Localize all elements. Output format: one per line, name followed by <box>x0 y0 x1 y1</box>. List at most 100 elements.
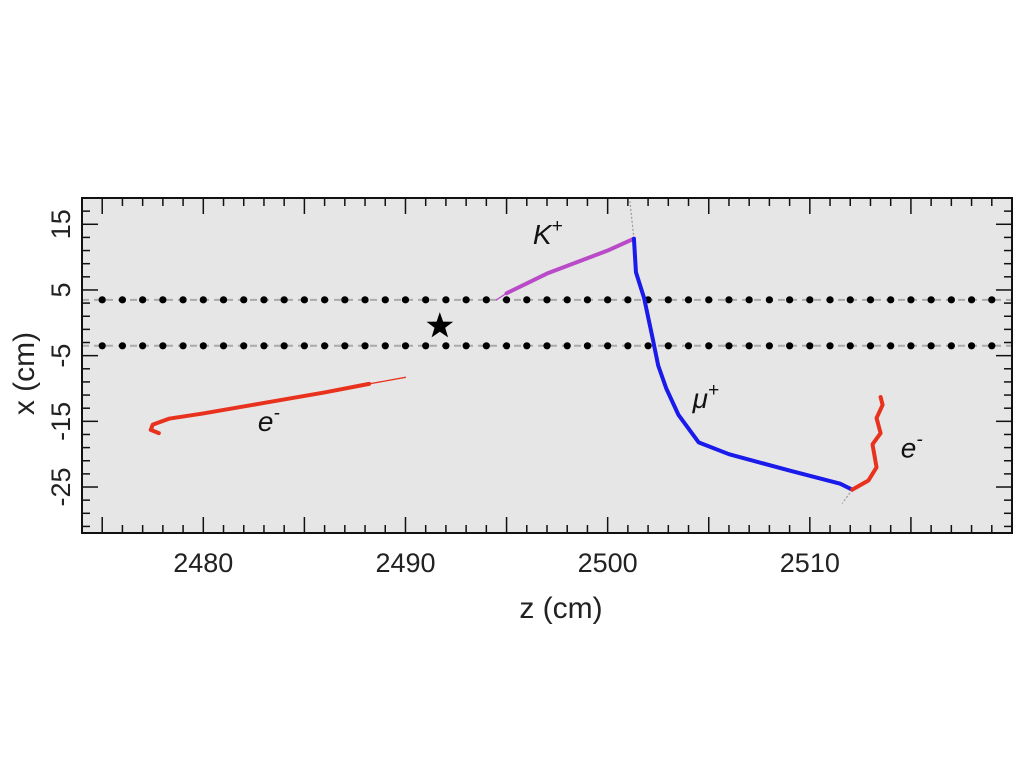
y-tick-label: -25 <box>46 468 76 507</box>
wire-dot <box>341 342 349 350</box>
wire-dot <box>240 296 248 304</box>
wire-dot <box>927 342 935 350</box>
star-icon <box>426 312 454 338</box>
wire-dot <box>846 342 854 350</box>
track-e- <box>850 395 885 492</box>
wire-dot <box>98 342 106 350</box>
wire-dot <box>846 296 854 304</box>
wire-dot <box>866 296 875 304</box>
wire-dot <box>583 342 592 350</box>
track-label-mu+: μ+ <box>692 380 719 414</box>
wire-dot <box>422 296 430 304</box>
wire-dot <box>887 342 895 350</box>
wire-dot <box>907 342 915 350</box>
wire-dot <box>482 342 490 350</box>
wire-dot <box>442 342 450 350</box>
wire-dot <box>786 296 794 304</box>
wire-dot <box>462 296 470 304</box>
wire-dot <box>482 296 490 304</box>
wire-dot <box>866 342 875 350</box>
wire-dot <box>523 342 531 350</box>
wire-dot <box>988 342 996 350</box>
wire-dot <box>118 342 127 350</box>
wire-dot <box>806 342 814 350</box>
x-tick-label: 2510 <box>780 548 840 578</box>
wire-dot <box>199 342 207 350</box>
wire-dot <box>684 342 693 350</box>
wire-dot <box>502 296 511 304</box>
x-tick-label: 2490 <box>375 548 435 578</box>
wire-dot <box>806 296 814 304</box>
wire-dot <box>624 296 632 304</box>
y-tick-label: 5 <box>46 282 76 297</box>
x-axis-label: z (cm) <box>519 592 602 625</box>
wire-dot <box>240 342 248 350</box>
wire-dot <box>321 296 329 304</box>
wire-dot <box>604 342 612 350</box>
y-tick-label: 15 <box>46 209 76 239</box>
wire-dot <box>341 296 349 304</box>
wire-dot <box>826 296 834 304</box>
wire-dot <box>179 342 187 350</box>
track-mu+ <box>631 236 855 492</box>
wire-dot <box>725 342 733 350</box>
wire-dot <box>887 296 895 304</box>
wire-dot <box>442 296 450 304</box>
wire-dot <box>664 296 672 304</box>
wire-dot <box>644 342 652 350</box>
wire-dot <box>219 296 228 304</box>
wire-dot <box>260 296 268 304</box>
wire-dot <box>583 296 592 304</box>
wire-planes <box>82 296 1012 350</box>
wire-dot <box>300 342 308 350</box>
wire-dot <box>179 296 187 304</box>
tracks <box>148 236 885 492</box>
wire-dot <box>321 342 329 350</box>
wire-dot <box>967 342 976 350</box>
wire-dot <box>907 296 915 304</box>
wire-dot <box>381 342 389 350</box>
y-axis-label: x (cm) <box>8 332 41 415</box>
wire-dot <box>401 342 410 350</box>
guide-lines <box>629 201 853 504</box>
wire-dot <box>118 296 127 304</box>
wire-dot <box>139 296 147 304</box>
plot-area <box>82 198 1012 533</box>
wire-dot <box>280 342 288 350</box>
track-K+ <box>504 236 636 296</box>
wire-dot <box>523 296 531 304</box>
wire-dot <box>98 296 106 304</box>
wire-dot <box>361 296 369 304</box>
x-tick-label: 2500 <box>578 548 638 578</box>
y-tick-label: -15 <box>46 402 76 441</box>
wire-dot <box>543 342 551 350</box>
wire-dot <box>786 342 794 350</box>
wire-dot <box>927 296 935 304</box>
wire-dot <box>826 342 834 350</box>
wire-dot <box>563 296 571 304</box>
wire-dot <box>604 296 612 304</box>
wire-dot <box>219 342 228 350</box>
wire-dot <box>159 342 167 350</box>
wire-dot <box>988 296 996 304</box>
wire-dot <box>967 296 976 304</box>
wire-dot <box>462 342 470 350</box>
wire-dot <box>745 296 753 304</box>
wire-dot <box>422 342 430 350</box>
wire-dot <box>381 296 389 304</box>
wire-dot <box>139 342 147 350</box>
track-segment-thin <box>495 292 508 301</box>
wire-dot <box>705 342 713 350</box>
track-e- <box>148 381 372 436</box>
x-tick-label: 2480 <box>173 548 233 578</box>
wire-dot <box>664 342 672 350</box>
y-tick-label: -5 <box>46 344 76 368</box>
wire-dot <box>947 296 955 304</box>
wire-dot <box>300 296 308 304</box>
track-label-charge: + <box>708 380 719 401</box>
plot-frame <box>81 197 1013 534</box>
track-segment-thin <box>368 376 407 385</box>
wire-dot <box>199 296 207 304</box>
wire-dot <box>765 296 773 304</box>
wire-dot <box>725 296 733 304</box>
